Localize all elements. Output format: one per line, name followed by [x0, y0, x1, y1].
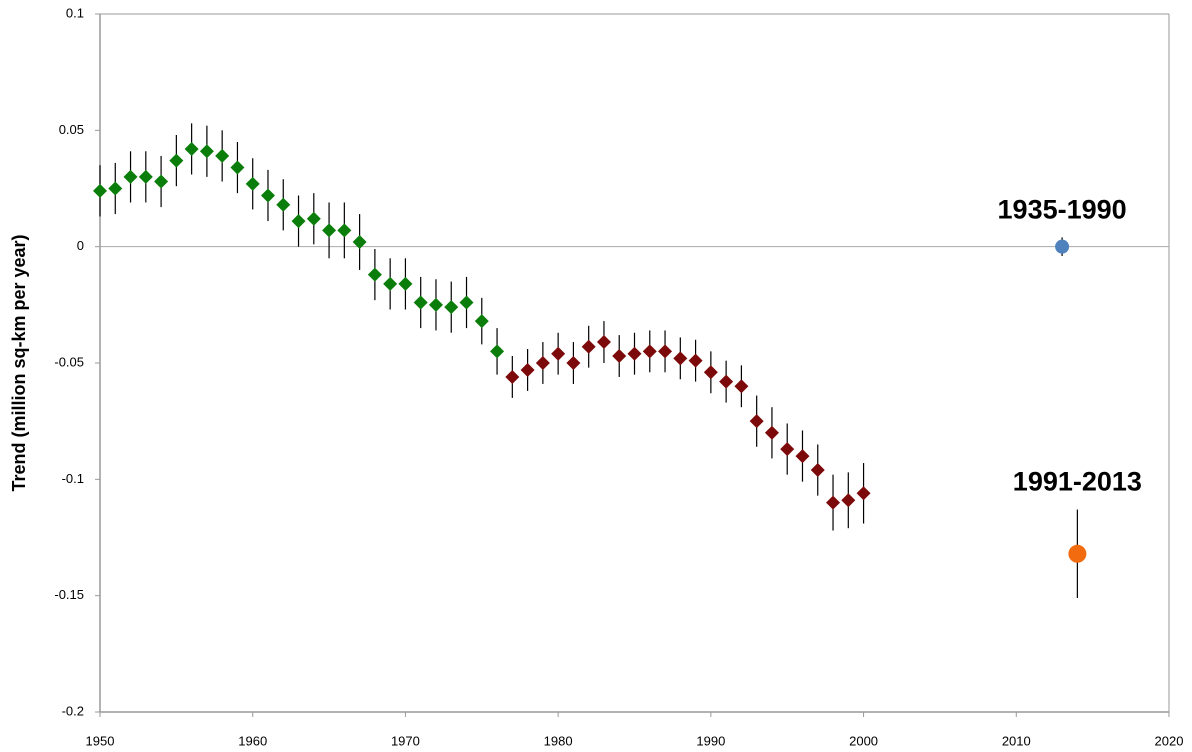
marker [108, 181, 123, 196]
marker [367, 267, 382, 282]
marker [230, 160, 245, 175]
x-tick-label: 1980 [544, 733, 573, 748]
annotation: 1935-1990 [998, 194, 1127, 224]
marker [627, 346, 642, 361]
marker [749, 414, 764, 429]
x-tick-label: 2020 [1155, 733, 1184, 748]
marker [306, 211, 321, 226]
y-tick-label: 0.1 [66, 5, 84, 20]
marker [260, 188, 275, 203]
annotation: 1991-2013 [1013, 467, 1142, 497]
marker [276, 197, 291, 212]
marker [322, 223, 337, 238]
y-axis-label: Trend (million sq-km per year) [9, 234, 29, 491]
marker [566, 356, 581, 370]
marker [642, 344, 657, 359]
marker [93, 183, 107, 198]
marker [673, 351, 688, 366]
y-tick-label: 0.05 [59, 122, 84, 137]
x-tick-label: 2010 [1002, 733, 1031, 748]
marker [612, 349, 627, 364]
marker [764, 425, 779, 440]
marker [856, 486, 871, 501]
y-tick-label: -0.2 [62, 703, 84, 718]
marker [154, 174, 169, 189]
marker [337, 223, 352, 238]
marker [1055, 239, 1070, 254]
marker [826, 495, 841, 510]
marker [383, 276, 398, 291]
marker [199, 144, 214, 159]
marker [505, 369, 520, 384]
marker [444, 300, 459, 315]
marker [428, 297, 443, 312]
y-tick-label: -0.15 [54, 587, 84, 602]
x-tick-label: 1960 [238, 733, 267, 748]
marker [169, 153, 184, 168]
marker [658, 344, 673, 359]
x-tick-label: 1970 [391, 733, 420, 748]
marker [459, 295, 474, 310]
marker [535, 356, 550, 370]
marker [596, 335, 611, 350]
marker [398, 276, 413, 291]
x-tick-label: 2000 [849, 733, 878, 748]
marker [245, 176, 260, 191]
x-tick-label: 1950 [86, 733, 115, 748]
marker [490, 344, 505, 359]
marker [413, 295, 428, 310]
y-tick-label: 0 [77, 238, 84, 253]
marker [138, 169, 153, 184]
y-tick-label: -0.05 [54, 354, 84, 369]
marker [841, 493, 856, 508]
x-tick-label: 1990 [696, 733, 725, 748]
marker [215, 148, 230, 163]
marker [474, 314, 489, 329]
marker [688, 353, 703, 368]
marker [551, 346, 566, 361]
marker [810, 463, 825, 478]
y-tick-label: -0.1 [62, 471, 84, 486]
marker [184, 141, 199, 156]
marker [1068, 544, 1087, 563]
marker [703, 365, 718, 380]
marker [520, 362, 535, 377]
marker [795, 449, 810, 464]
marker [291, 214, 306, 229]
marker [581, 339, 596, 354]
marker [780, 442, 795, 457]
marker [123, 169, 138, 184]
marker [719, 374, 734, 389]
marker [734, 379, 749, 394]
marker [352, 235, 367, 250]
